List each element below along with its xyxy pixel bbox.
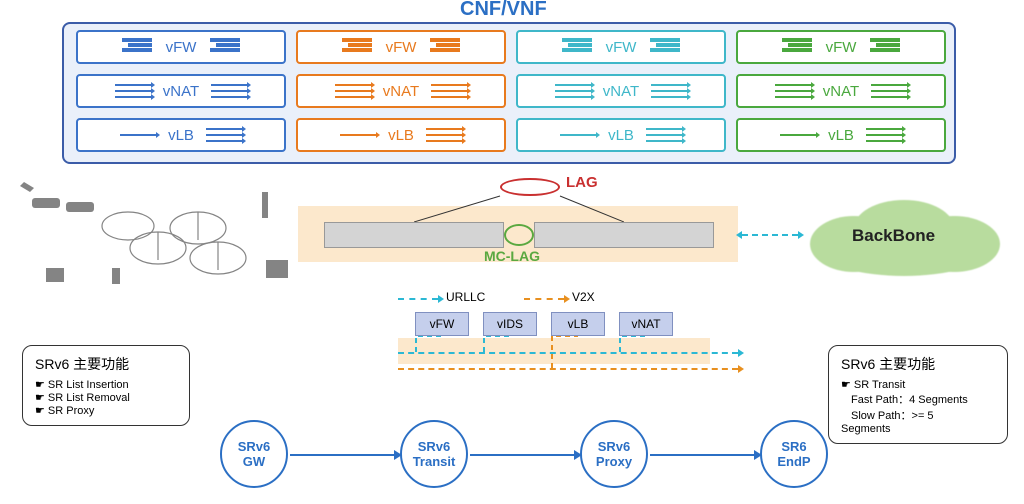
vlb-box-col1: .lines-icon .ln::after{border-left-color… — [296, 118, 506, 152]
service-vids: vIDS — [483, 312, 537, 336]
flow-icon: .lines-icon .ln::after{border-left-color… — [120, 126, 156, 144]
firewall-icon — [562, 38, 592, 56]
srv6-left-item-0: ☛ SR List Insertion — [35, 378, 177, 391]
firewall-icon — [870, 38, 900, 56]
page-title: CNF/VNF — [460, 0, 547, 21]
flow-icon: .lines-icon .ln::after{border-left-color… — [335, 82, 371, 100]
vnat-label: vNAT — [823, 83, 859, 100]
vnat-box-col3: .lines-icon .ln::after{border-left-color… — [736, 74, 946, 108]
firewall-icon — [122, 38, 152, 56]
vfw-label: vFW — [386, 39, 417, 56]
switch-to-backbone-link — [742, 234, 798, 236]
srv6-right-title: SRv6 主要功能 — [841, 354, 995, 374]
vfw-label: vFW — [606, 39, 637, 56]
vlb-box-col0: .lines-icon .ln::after{border-left-color… — [76, 118, 286, 152]
srv6-left-title: SRv6 主要功能 — [35, 354, 177, 374]
vfw-box-col0: vFW — [76, 30, 286, 64]
legend-v2x-label: V2X — [572, 290, 595, 304]
flow-icon: .lines-icon .ln::after{border-left-color… — [871, 82, 907, 100]
firewall-icon — [650, 38, 680, 56]
flow-icon: .lines-icon .ln::after{border-left-color… — [555, 82, 591, 100]
flow-arrow-3 — [650, 454, 754, 456]
srv6-right-item-2: Slow Path：>= 5 — [841, 407, 995, 423]
srv6-right-item-0: ☛ SR Transit — [841, 378, 995, 391]
flow-arrow-1 — [290, 454, 394, 456]
flow-icon: .lines-icon .ln::after{border-left-color… — [211, 82, 247, 100]
vfw-label: vFW — [166, 39, 197, 56]
flow-arrow-2 — [470, 454, 574, 456]
flow-icon: .lines-icon .ln::after{border-left-color… — [426, 126, 462, 144]
vlb-label: vLB — [608, 127, 634, 144]
access-network-icons — [18, 178, 298, 288]
flow-icon: .lines-icon .ln::after{border-left-color… — [651, 82, 687, 100]
backbone-label: BackBone — [852, 226, 935, 246]
flow-icon: .lines-icon .ln::after{border-left-color… — [431, 82, 467, 100]
vfw-box-col1: vFW — [296, 30, 506, 64]
vnat-label: vNAT — [383, 83, 419, 100]
srv6-right-box: SRv6 主要功能 ☛ SR Transit Fast Path：4 Segme… — [828, 345, 1008, 444]
service-vnat: vNAT — [619, 312, 673, 336]
legend-urllc-label: URLLC — [446, 290, 485, 304]
vfw-box-col2: vFW — [516, 30, 726, 64]
srv6-left-item-1: ☛ SR List Removal — [35, 391, 177, 404]
vnat-label: vNAT — [603, 83, 639, 100]
flow-node-2: SRv6Proxy — [580, 420, 648, 488]
flow-icon: .lines-icon .ln::after{border-left-color… — [206, 126, 242, 144]
vfw-label: vFW — [826, 39, 857, 56]
flow-icon: .lines-icon .ln::after{border-left-color… — [560, 126, 596, 144]
flow-icon: .lines-icon .ln::after{border-left-color… — [775, 82, 811, 100]
flow-node-3: SR6EndP — [760, 420, 828, 488]
vlb-label: vLB — [168, 127, 194, 144]
flow-icon: .lines-icon .ln::after{border-left-color… — [866, 126, 902, 144]
vlb-label: vLB — [828, 127, 854, 144]
service-vlb: vLB — [551, 312, 605, 336]
switch-right — [534, 222, 714, 248]
vlb-label: vLB — [388, 127, 414, 144]
srv6-right-item-3: Segments — [841, 423, 995, 435]
vfw-box-col3: vFW — [736, 30, 946, 64]
srv6-left-box: SRv6 主要功能 ☛ SR List Insertion ☛ SR List … — [22, 345, 190, 426]
flow-node-0: SRv6GW — [220, 420, 288, 488]
firewall-icon — [210, 38, 240, 56]
firewall-icon — [430, 38, 460, 56]
legend-urllc-line — [398, 298, 438, 300]
vnat-box-col0: .lines-icon .ln::after{border-left-color… — [76, 74, 286, 108]
vlb-box-col3: .lines-icon .ln::after{border-left-color… — [736, 118, 946, 152]
srv6-right-item-1: Fast Path：4 Segments — [841, 391, 995, 407]
flow-icon: .lines-icon .ln::after{border-left-color… — [115, 82, 151, 100]
legend-v2x-line — [524, 298, 564, 300]
mclag-label: MC-LAG — [484, 248, 540, 264]
lag-connector-lines — [414, 186, 624, 222]
firewall-icon — [782, 38, 812, 56]
vnat-box-col1: .lines-icon .ln::after{border-left-color… — [296, 74, 506, 108]
mclag-ellipse — [504, 224, 534, 246]
flow-icon: .lines-icon .ln::after{border-left-color… — [340, 126, 376, 144]
vnat-box-col2: .lines-icon .ln::after{border-left-color… — [516, 74, 726, 108]
switch-left — [324, 222, 504, 248]
srv6-left-item-2: ☛ SR Proxy — [35, 404, 177, 417]
flow-icon: .lines-icon .ln::after{border-left-color… — [646, 126, 682, 144]
service-vfw: vFW — [415, 312, 469, 336]
flow-icon: .lines-icon .ln::after{border-left-color… — [780, 126, 816, 144]
firewall-icon — [342, 38, 372, 56]
flow-node-1: SRv6Transit — [400, 420, 468, 488]
vnat-label: vNAT — [163, 83, 199, 100]
vlb-box-col2: .lines-icon .ln::after{border-left-color… — [516, 118, 726, 152]
